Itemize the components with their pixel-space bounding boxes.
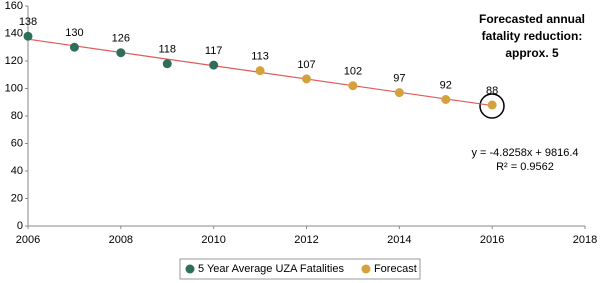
point: [209, 60, 219, 70]
trendline-equation: y = -4.8258x + 9816.4: [471, 147, 578, 159]
x-tick-label: 2010: [201, 234, 225, 246]
point: [162, 59, 172, 69]
data-label: 113: [251, 51, 269, 63]
data-label: 118: [158, 44, 176, 56]
x-tick-label: 2012: [294, 234, 318, 246]
point: [441, 95, 451, 104]
annotation: approx. 5: [505, 46, 559, 60]
point: [69, 42, 79, 52]
data-label: 107: [297, 59, 315, 71]
y-tick-label: 80: [11, 110, 23, 122]
trendline-r2: R² = 0.9562: [496, 161, 554, 173]
y-tick-label: 40: [11, 165, 23, 177]
x-tick-label: 2006: [16, 234, 40, 246]
data-label: 138: [19, 16, 37, 28]
legend-box: [179, 258, 421, 280]
point: [23, 31, 33, 41]
y-tick-label: 140: [5, 27, 23, 39]
point: [255, 66, 265, 76]
point: [116, 48, 126, 58]
x-tick-label: 2018: [573, 234, 597, 246]
data-label: 97: [393, 73, 405, 85]
data-label: 92: [440, 79, 452, 91]
annotation: Forecasted annual: [479, 12, 585, 26]
y-tick-label: 60: [11, 137, 23, 149]
x-tick-label: 2014: [387, 234, 411, 246]
y-tick-label: 0: [17, 220, 23, 232]
y-tick-label: 20: [11, 192, 23, 204]
data-label: 126: [112, 33, 130, 45]
data-label: 117: [205, 45, 223, 57]
data-label: 102: [344, 66, 362, 78]
point: [394, 88, 404, 98]
y-tick-label: 100: [5, 82, 23, 94]
point: [348, 81, 358, 91]
legend-label: Forecast: [374, 263, 417, 275]
highlight-circle: [479, 93, 505, 119]
legend-label: 5 Year Average UZA Fatalities: [198, 263, 344, 275]
legend-marker: [361, 264, 371, 274]
y-tick-label: 160: [5, 0, 23, 12]
point: [487, 100, 497, 110]
y-tick-label: 120: [5, 55, 23, 67]
point: [302, 74, 311, 84]
annotation: fatality reduction:: [482, 29, 583, 43]
data-label: 130: [65, 27, 83, 39]
x-tick-label: 2008: [109, 234, 133, 246]
data-label: 88: [486, 85, 498, 97]
x-tick-label: 2016: [480, 234, 504, 246]
legend-marker: [185, 264, 195, 274]
